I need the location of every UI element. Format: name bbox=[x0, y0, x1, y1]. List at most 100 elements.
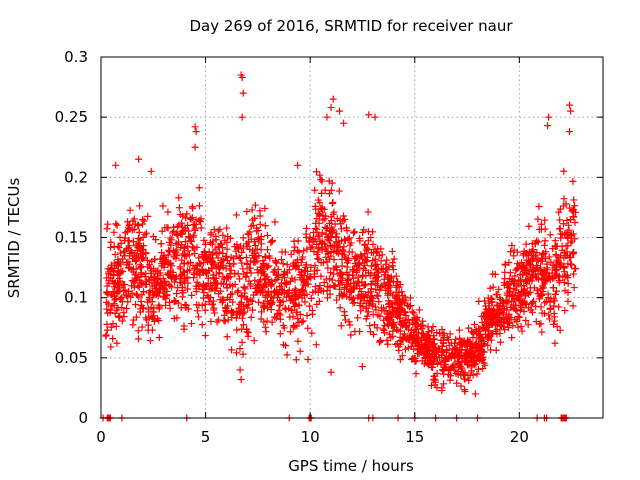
data-point bbox=[364, 246, 372, 254]
data-point bbox=[345, 318, 353, 326]
data-point bbox=[528, 266, 536, 274]
data-point bbox=[381, 321, 389, 329]
data-point bbox=[569, 177, 577, 185]
data-point bbox=[528, 277, 536, 285]
data-point bbox=[394, 309, 402, 317]
data-point bbox=[167, 267, 175, 275]
data-point bbox=[328, 179, 336, 187]
data-point bbox=[568, 207, 576, 215]
data-point bbox=[327, 104, 335, 112]
data-point bbox=[250, 337, 258, 345]
data-point bbox=[187, 237, 195, 245]
data-point bbox=[408, 308, 416, 316]
data-point bbox=[229, 255, 237, 263]
data-point bbox=[294, 337, 302, 345]
data-point bbox=[513, 307, 521, 315]
data-point bbox=[119, 281, 127, 289]
data-point bbox=[433, 329, 441, 337]
data-point bbox=[354, 314, 362, 322]
data-point bbox=[401, 330, 409, 338]
data-point bbox=[278, 274, 286, 282]
data-point bbox=[363, 253, 371, 261]
data-point bbox=[127, 293, 135, 301]
data-point bbox=[337, 276, 345, 284]
x-tick-label: 5 bbox=[201, 428, 211, 446]
data-point bbox=[275, 272, 283, 280]
data-point bbox=[190, 269, 198, 277]
data-point bbox=[280, 290, 288, 298]
data-point bbox=[389, 322, 397, 330]
data-point bbox=[299, 287, 307, 295]
data-point bbox=[458, 342, 466, 350]
data-point bbox=[154, 276, 162, 284]
data-point bbox=[265, 279, 273, 287]
data-point bbox=[495, 285, 503, 293]
data-point bbox=[326, 290, 334, 298]
data-point bbox=[233, 326, 241, 334]
data-point bbox=[291, 285, 299, 293]
data-point bbox=[534, 215, 542, 223]
data-point bbox=[207, 317, 215, 325]
data-point bbox=[361, 240, 369, 248]
data-point bbox=[376, 286, 384, 294]
data-point bbox=[308, 329, 316, 337]
data-point bbox=[379, 264, 387, 272]
data-point bbox=[249, 306, 257, 314]
data-point bbox=[184, 305, 192, 313]
data-point bbox=[220, 316, 228, 324]
data-point bbox=[560, 279, 568, 287]
data-point bbox=[358, 363, 366, 371]
data-point bbox=[459, 354, 467, 362]
data-point bbox=[538, 328, 546, 336]
data-point bbox=[555, 303, 563, 311]
data-point bbox=[133, 256, 141, 264]
data-point bbox=[162, 258, 170, 266]
data-point bbox=[117, 268, 125, 276]
data-point bbox=[546, 315, 554, 323]
data-point bbox=[148, 279, 156, 287]
data-point bbox=[515, 293, 523, 301]
data-point bbox=[365, 301, 373, 309]
data-point bbox=[414, 338, 422, 346]
data-point bbox=[408, 327, 416, 335]
data-point bbox=[303, 312, 311, 320]
data-point bbox=[563, 248, 571, 256]
data-point bbox=[347, 280, 355, 288]
data-point bbox=[134, 241, 142, 249]
data-point bbox=[479, 348, 487, 356]
data-point bbox=[307, 273, 315, 281]
data-point bbox=[335, 107, 343, 115]
data-point bbox=[278, 248, 286, 256]
data-point bbox=[233, 349, 241, 357]
data-point bbox=[121, 247, 129, 255]
data-point bbox=[374, 277, 382, 285]
y-tick-label: 0.3 bbox=[64, 48, 88, 66]
data-point bbox=[340, 119, 348, 127]
data-point bbox=[140, 288, 148, 296]
data-point bbox=[190, 245, 198, 253]
data-point bbox=[291, 243, 299, 251]
data-point bbox=[129, 265, 137, 273]
data-point bbox=[287, 250, 295, 258]
data-point bbox=[245, 300, 253, 308]
data-point bbox=[368, 292, 376, 300]
data-point bbox=[271, 218, 279, 226]
data-point bbox=[174, 284, 182, 292]
data-point bbox=[180, 244, 188, 252]
data-point bbox=[192, 216, 200, 224]
data-point bbox=[337, 322, 345, 330]
data-point bbox=[304, 280, 312, 288]
data-point bbox=[550, 309, 558, 317]
data-point bbox=[149, 232, 157, 240]
data-point bbox=[261, 204, 269, 212]
data-point bbox=[298, 255, 306, 263]
data-point bbox=[294, 237, 302, 245]
data-point bbox=[352, 262, 360, 270]
data-point bbox=[146, 337, 154, 345]
data-point bbox=[567, 253, 575, 261]
data-point bbox=[388, 313, 396, 321]
data-point bbox=[570, 196, 578, 204]
data-point bbox=[251, 259, 259, 267]
data-point bbox=[351, 228, 359, 236]
data-point bbox=[210, 306, 218, 314]
